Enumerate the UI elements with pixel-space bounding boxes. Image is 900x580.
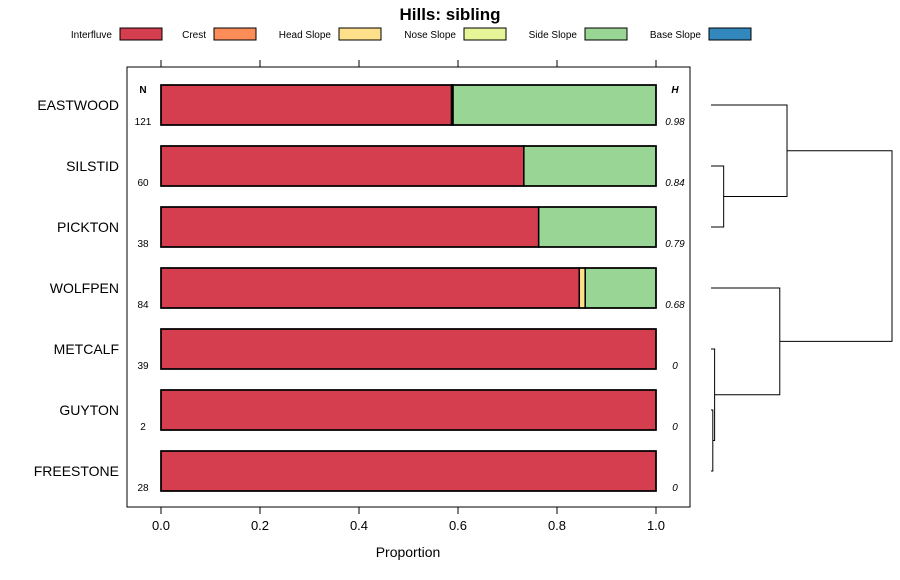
category-label-freestone: FREESTONE xyxy=(34,463,119,479)
h-value-eastwood: 0.98 xyxy=(665,117,685,128)
bar-outline-silstid xyxy=(160,145,657,187)
category-label-wolfpen: WOLFPEN xyxy=(50,280,119,296)
bar-outline-pickton xyxy=(160,206,657,248)
dendrogram xyxy=(711,104,893,472)
x-axis: 0.0 0.2 0.4 0.6 0.8 1.0 xyxy=(152,507,665,533)
x-tick-label-0: 0.0 xyxy=(152,518,170,533)
bar-freestone-interfluve xyxy=(160,450,657,492)
x-tick-label-4: 0.8 xyxy=(548,518,566,533)
bar-guyton-interfluve xyxy=(160,389,657,431)
legend-label-1: Crest xyxy=(182,30,206,41)
bar-outline-guyton xyxy=(160,389,657,431)
x-tick-label-1: 0.2 xyxy=(251,518,269,533)
dendrogram-link-3 xyxy=(711,165,725,228)
h-header: H xyxy=(671,85,679,96)
x-axis-label: Proportion xyxy=(376,544,441,560)
legend-label-5: Base Slope xyxy=(650,30,702,41)
h-value-guyton: 0 xyxy=(672,422,678,433)
legend-label-0: Interfluve xyxy=(71,30,113,41)
n-value-guyton: 2 xyxy=(140,422,146,433)
h-value-metcalf: 0 xyxy=(672,361,678,372)
n-value-eastwood: 121 xyxy=(135,117,152,128)
bar-wolfpen-side-slope xyxy=(584,267,657,309)
dendrogram-link-4 xyxy=(711,287,781,396)
category-label-metcalf: METCALF xyxy=(54,341,119,357)
bar-metcalf-interfluve xyxy=(160,328,657,370)
bar-eastwood-side-slope xyxy=(452,84,657,126)
h-value-freestone: 0 xyxy=(672,483,678,494)
category-label-eastwood: EASTWOOD xyxy=(37,97,119,113)
h-value-pickton: 0.79 xyxy=(665,239,685,250)
bars: EASTWOOD 121 0.98 SILSTID 60 0.84 PICKTON 38 0.7… xyxy=(34,84,685,494)
category-label-guyton: GUYTON xyxy=(59,402,119,418)
category-label-silstid: SILSTID xyxy=(66,158,119,174)
legend-swatch-3 xyxy=(463,27,507,41)
bar-wolfpen-head-slope xyxy=(578,267,586,309)
bar-wolfpen-interfluve xyxy=(160,267,581,309)
legend-swatch-5 xyxy=(708,27,752,41)
chart-title: Hills: sibling xyxy=(399,5,500,24)
n-value-freestone: 28 xyxy=(137,483,149,494)
bar-outline-metcalf xyxy=(160,328,657,370)
n-header: N xyxy=(139,85,146,96)
category-label-pickton: PICKTON xyxy=(57,219,119,235)
dendrogram-link-5 xyxy=(711,104,788,197)
x-tick-label-5: 1.0 xyxy=(647,518,665,533)
n-value-silstid: 60 xyxy=(137,178,149,189)
bar-outline-wolfpen xyxy=(160,267,657,309)
dendrogram-link-1 xyxy=(711,409,714,472)
top-axis-ticks xyxy=(160,60,657,67)
legend: Interfluve Crest Head Slope Nose Slope Side … xyxy=(71,27,752,41)
h-value-silstid: 0.84 xyxy=(665,178,685,189)
x-tick-label-3: 0.6 xyxy=(449,518,467,533)
legend-swatch-0 xyxy=(119,27,163,41)
bar-silstid-interfluve xyxy=(160,145,525,187)
bar-pickton-side-slope xyxy=(537,206,657,248)
h-value-wolfpen: 0.68 xyxy=(665,300,685,311)
legend-label-3: Nose Slope xyxy=(404,30,456,41)
bar-silstid-side-slope xyxy=(523,145,657,187)
bar-outline-eastwood xyxy=(160,84,657,126)
legend-label-4: Side Slope xyxy=(529,30,578,41)
dendrogram-link-6 xyxy=(779,150,893,342)
plot-frame xyxy=(126,66,691,508)
legend-swatch-1 xyxy=(213,27,257,41)
n-value-pickton: 38 xyxy=(137,239,149,250)
n-value-wolfpen: 84 xyxy=(137,300,149,311)
legend-swatch-2 xyxy=(338,27,382,41)
n-value-metcalf: 39 xyxy=(137,361,149,372)
bar-outline-freestone xyxy=(160,450,657,492)
legend-label-2: Head Slope xyxy=(279,30,332,41)
bar-pickton-interfluve xyxy=(160,206,540,248)
legend-swatch-4 xyxy=(584,27,628,41)
bar-eastwood-interfluve xyxy=(160,84,453,126)
x-tick-label-2: 0.4 xyxy=(350,518,368,533)
